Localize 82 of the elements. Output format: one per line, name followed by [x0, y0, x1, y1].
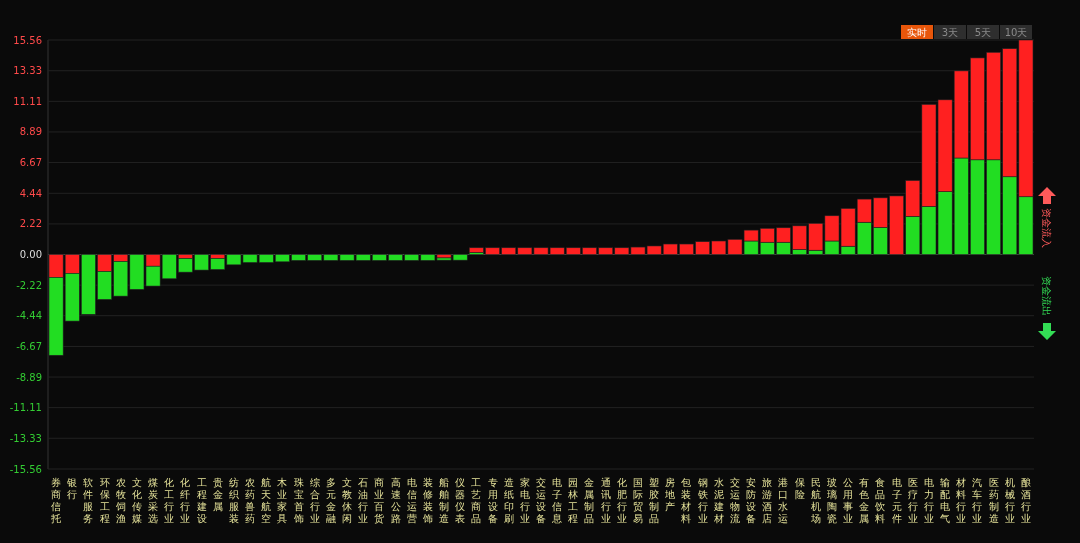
x-tick-label: 贵金属	[212, 477, 223, 512]
y-tick-label: -6.67	[16, 340, 42, 352]
x-tick-label: 交运物流	[729, 477, 740, 524]
y-tick-label: -15.56	[9, 463, 42, 475]
x-tick-label: 木业家具	[277, 477, 288, 524]
x-tick-label: 船舶制造	[439, 477, 450, 524]
x-tick-label: 化肥行业	[616, 477, 627, 524]
x-tick-label: 有色金属	[859, 477, 870, 524]
x-tick-label: 玻璃陶瓷	[826, 477, 837, 524]
x-tick-label: 专用设备	[487, 477, 498, 524]
x-tick-label: 文化传媒	[131, 477, 142, 524]
y-tick-label: 13.33	[13, 65, 42, 77]
x-tick-label: 电信运营	[406, 477, 417, 524]
x-tick-label: 民航机场	[809, 477, 821, 524]
y-tick-label: 8.89	[19, 126, 42, 138]
x-tick-label: 银行	[66, 477, 78, 500]
x-tick-label: 旅游酒店	[762, 477, 773, 524]
x-tick-label: 煤炭采选	[148, 477, 159, 524]
x-tick-label: 家电行业	[519, 477, 530, 524]
x-tick-label: 输配电气	[940, 477, 951, 524]
x-tick-label: 商业百货	[374, 477, 385, 524]
y-tick-label: 4.44	[19, 187, 42, 199]
x-tick-label: 食品饮料	[874, 477, 886, 524]
x-tick-label: 金属制品	[584, 477, 595, 524]
y-tick-label: -8.89	[16, 371, 42, 383]
x-tick-label: 医药制造	[988, 477, 999, 524]
x-tick-label: 仪器仪表	[455, 477, 466, 524]
x-tick-label: 材料行业	[955, 477, 967, 524]
x-tick-label: 水泥建材	[712, 477, 724, 524]
text: 资金流入	[1041, 208, 1052, 248]
x-tick-label: 通讯行业	[600, 477, 611, 524]
x-tick-label: 纺织服装	[228, 477, 239, 524]
y-tick-label: -13.33	[9, 432, 42, 444]
x-tick-label: 交运设备	[536, 477, 546, 524]
x-tick-label: 公用事业	[843, 477, 854, 524]
x-tick-label: 农药兽药	[245, 477, 256, 524]
y-tick-label: 0.00	[19, 249, 42, 260]
x-tick-label: 券商信托	[50, 477, 62, 524]
y-tick-label: 11.11	[13, 95, 42, 107]
x-tick-label: 酿酒行业	[1020, 477, 1031, 524]
y-tick-label: 15.56	[13, 34, 42, 46]
x-tick-label: 安防设备	[746, 477, 757, 524]
y-tick-label: 2.22	[19, 218, 42, 230]
x-tick-label: 汽车行业	[972, 477, 983, 524]
x-tick-label: 电力行业	[923, 477, 934, 524]
x-tick-label: 综合行业	[309, 477, 320, 524]
x-tick-label: 珠宝首饰	[292, 477, 304, 524]
x-tick-label: 工艺商品	[471, 477, 482, 524]
x-tick-label: 保险	[794, 477, 805, 500]
x-tick-label: 多元金融	[325, 477, 336, 524]
x-tick-label: 石油行业	[358, 477, 369, 524]
x-tick-label: 造纸印刷	[503, 477, 514, 524]
x-tick-label: 农牧饲渔	[114, 477, 126, 524]
x-tick-label: 化工行业	[164, 477, 175, 524]
x-tick-label: 医疗行业	[907, 477, 918, 524]
x-tick-label: 航天航空	[261, 477, 272, 524]
x-tick-label: 机械行业	[1004, 477, 1015, 524]
x-tick-label: 电子元件	[891, 477, 902, 524]
x-tick-label: 包装材料	[680, 477, 692, 524]
x-tick-label: 工程建设	[195, 477, 207, 524]
x-tick-label: 软件服务	[83, 477, 94, 524]
x-tick-label: 文教休闲	[342, 477, 353, 524]
y-tick-label: -2.22	[16, 279, 42, 291]
y-tick-label: -11.11	[9, 402, 42, 414]
text: 资金流出	[1041, 276, 1052, 316]
x-tick-label: 国际贸易	[632, 477, 643, 524]
y-tick-label: 6.67	[19, 157, 42, 169]
text: 10天	[1004, 27, 1028, 38]
text: 实时	[907, 27, 927, 38]
x-tick-label: 高速公路	[390, 477, 401, 524]
text: 3天	[941, 27, 959, 38]
x-tick-label: 园林工程	[567, 477, 579, 524]
x-tick-label: 钢铁行业	[696, 477, 708, 524]
x-tick-label: 化纤行业	[180, 477, 191, 524]
x-tick-label: 港口水运	[778, 477, 789, 524]
x-tick-label: 装修装饰	[421, 477, 433, 524]
text: 5天	[974, 27, 992, 38]
y-tick-label: -4.44	[16, 310, 42, 322]
x-tick-label: 塑胶制品	[649, 477, 660, 524]
x-tick-label: 房地产	[664, 477, 676, 512]
x-tick-label: 环保工程	[99, 477, 110, 524]
x-tick-label: 电子信息	[551, 477, 563, 524]
